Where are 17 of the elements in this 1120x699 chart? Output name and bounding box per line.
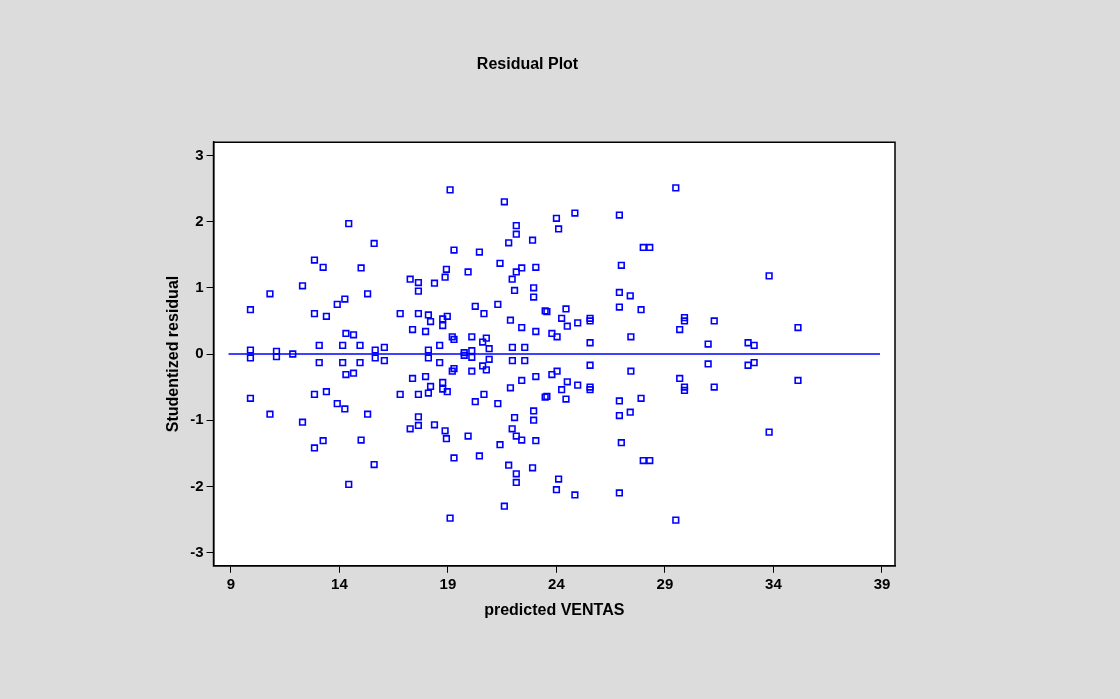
x-tick-label: 39 — [873, 574, 891, 592]
y-tick-label: -3 — [190, 542, 204, 560]
x-tick-label: 9 — [226, 574, 236, 592]
x-tick-label: 34 — [765, 574, 783, 592]
y-tick-label: 2 — [195, 211, 204, 229]
y-tick-label: -1 — [190, 410, 204, 428]
y-tick-label: 3 — [195, 145, 204, 163]
y-tick-label: 1 — [195, 277, 204, 295]
x-tick-label: 24 — [548, 574, 566, 592]
y-axis-title: Studentized residual — [164, 275, 182, 433]
y-tick-label: -2 — [190, 476, 204, 494]
x-tick-label: 19 — [439, 574, 457, 592]
x-tick-label: 14 — [331, 574, 349, 592]
y-tick-label: 0 — [195, 344, 204, 362]
x-axis-title: predicted VENTAS — [484, 600, 625, 618]
chart-title: Residual Plot — [476, 55, 579, 73]
x-tick-label: 29 — [656, 574, 674, 592]
